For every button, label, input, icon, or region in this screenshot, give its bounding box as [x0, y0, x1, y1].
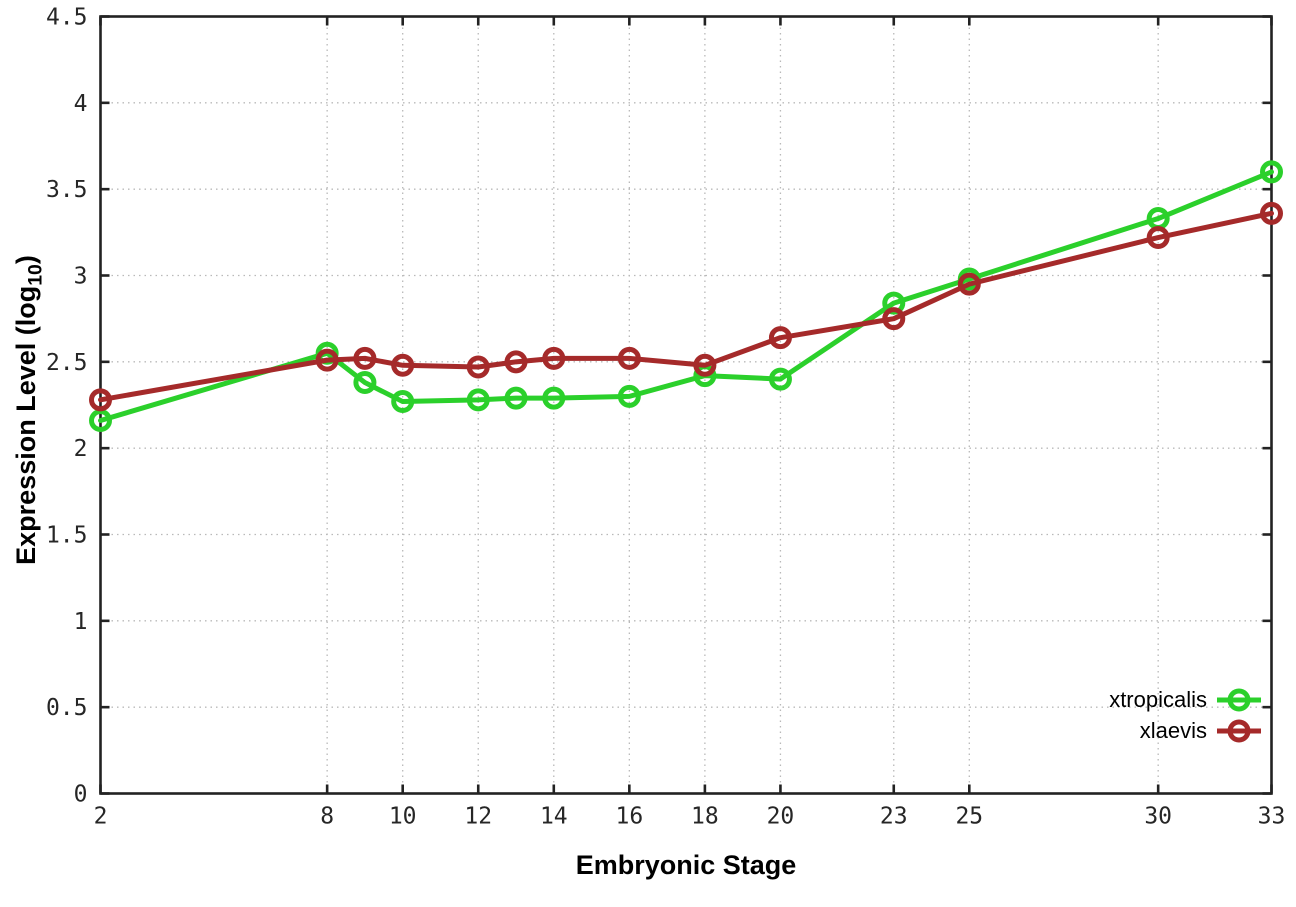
- data-point-marker: [353, 346, 377, 370]
- legend-entry-xlaevis: xlaevis: [1109, 715, 1262, 746]
- data-point-marker: [504, 386, 528, 410]
- series-line-xtropicalis: [98, 169, 1274, 424]
- data-point-marker: [391, 353, 415, 377]
- x-tick-label: 8: [320, 804, 334, 830]
- x-axis-title: Embryonic Stage: [575, 850, 797, 880]
- x-tick-label: 12: [464, 804, 492, 830]
- data-point-marker: [466, 355, 490, 379]
- data-point-marker: [768, 326, 792, 350]
- data-point-marker: [542, 346, 566, 370]
- data-point-marker: [353, 371, 377, 395]
- x-tick-label: 2: [94, 804, 108, 830]
- data-point-marker: [693, 353, 717, 377]
- x-tick-label: 16: [615, 804, 643, 830]
- x-tick-label: 20: [767, 804, 795, 830]
- data-point-marker: [768, 367, 792, 391]
- y-tick-label: 0: [74, 782, 88, 808]
- data-point-marker: [1260, 160, 1283, 184]
- y-tick-label: 2: [74, 436, 88, 462]
- x-tick-label: 10: [389, 804, 417, 830]
- y-tick-label: 0.5: [46, 695, 88, 721]
- data-point-marker: [89, 388, 112, 412]
- x-tick-label: 14: [540, 804, 568, 830]
- x-tick-label: 30: [1144, 804, 1172, 830]
- tick-label-layer: 2 8 10 12 14 16 18 20 23 25 30 33 0 0.5 1 1.5 2 2.5 3 3.5 4 4…: [46, 5, 1285, 830]
- y-axis-title: Expression Level (log10): [11, 160, 47, 660]
- x-tick-label: 23: [880, 804, 908, 830]
- y-tick-label: 3.5: [46, 177, 88, 203]
- y-tick-label: 3: [74, 264, 88, 290]
- y-tick-label: 1.5: [46, 523, 88, 549]
- x-tick-label: 25: [955, 804, 983, 830]
- series-xlaevis: [89, 201, 1283, 412]
- y-axis-title-subscript: 10: [24, 264, 47, 286]
- legend-marker-xlaevis: [1217, 719, 1261, 742]
- y-tick-label: 2.5: [46, 350, 88, 376]
- data-point-marker: [391, 390, 415, 414]
- data-point-marker: [315, 348, 339, 372]
- y-tick-label: 4: [74, 91, 88, 117]
- data-point-marker: [1146, 226, 1170, 250]
- data-point-marker: [617, 346, 641, 370]
- y-tick-label: 4.5: [46, 5, 88, 31]
- axis-layer: [99, 15, 1273, 795]
- data-point-marker: [957, 272, 981, 296]
- y-axis-title-text: Expression Level (log: [11, 285, 41, 565]
- legend-label-xtropicalis: xtropicalis: [1109, 686, 1207, 712]
- data-point-marker: [1260, 201, 1283, 225]
- data-point-marker: [617, 384, 641, 408]
- legend-marker-xtropicalis: [1217, 688, 1261, 711]
- data-point-marker: [882, 307, 906, 331]
- y-tick-label: 1: [74, 609, 88, 635]
- data-point-marker: [466, 388, 490, 412]
- y-axis-title-close: ): [11, 255, 41, 265]
- data-point-marker: [542, 386, 566, 410]
- x-tick-label: 33: [1258, 804, 1286, 830]
- plot-border: [99, 15, 1273, 795]
- data-point-marker: [89, 409, 112, 433]
- legend-entry-xtropicalis: xtropicalis: [1109, 684, 1262, 715]
- grid-layer: [100, 16, 1272, 794]
- data-point-marker: [504, 350, 528, 374]
- series-xtropicalis: [89, 160, 1283, 433]
- legend-label-xlaevis: xlaevis: [1139, 717, 1207, 743]
- x-tick-label: 18: [691, 804, 719, 830]
- legend: xtropicalis xlaevis: [1109, 684, 1262, 746]
- series-line-xlaevis: [98, 210, 1274, 403]
